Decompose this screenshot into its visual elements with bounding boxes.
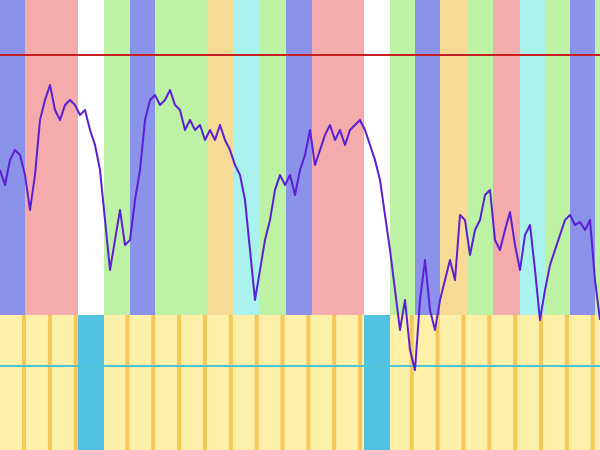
lower-zone [0, 315, 600, 450]
plot [0, 84, 600, 371]
stripe [513, 315, 518, 450]
highlight [364, 315, 390, 450]
stripe [358, 315, 363, 450]
stripe [539, 315, 543, 450]
stripe [306, 315, 311, 450]
stripe [254, 315, 259, 450]
stripe [228, 315, 233, 450]
reference-lines [0, 54, 600, 367]
highlight [78, 315, 104, 450]
stripe [280, 315, 285, 450]
stripe [177, 315, 182, 450]
stripe [125, 315, 130, 450]
stripe [487, 315, 492, 450]
stripe [332, 315, 337, 450]
line [0, 84, 600, 371]
stripe [202, 315, 207, 450]
stripe [435, 315, 440, 450]
stripe [461, 315, 466, 450]
stripe [564, 315, 569, 450]
stripe [22, 315, 26, 450]
band [595, 0, 600, 450]
stripe [151, 315, 156, 450]
stripe [590, 315, 595, 450]
stripe [47, 315, 52, 450]
stripe [73, 315, 78, 450]
stripe [409, 315, 414, 450]
